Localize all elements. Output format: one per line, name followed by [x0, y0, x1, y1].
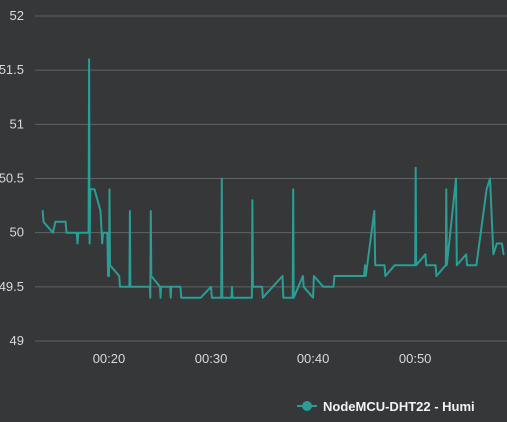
y-tick-label: 50	[10, 225, 24, 240]
y-tick-label: 51.5	[0, 62, 24, 77]
series-line[interactable]	[41, 58, 505, 299]
y-tick-label: 50.5	[0, 171, 24, 186]
grid-lines	[35, 15, 507, 342]
x-tick-label: 00:50	[399, 351, 432, 366]
y-tick-label: 51	[10, 116, 24, 131]
legend-marker-dot	[302, 401, 312, 411]
x-tick-label: 00:30	[195, 351, 228, 366]
y-tick-label: 49	[10, 333, 24, 348]
legend-label: NodeMCU-DHT22 - Humi	[323, 399, 475, 414]
legend[interactable]: NodeMCU-DHT22 - Humi	[297, 399, 475, 414]
y-axis-tick-labels: 49 49.5 50 50.5 51 51.5 52	[0, 8, 24, 348]
x-tick-label: 00:20	[93, 351, 126, 366]
y-tick-label: 52	[10, 8, 24, 23]
series-layer	[41, 58, 505, 299]
x-tick-label: 00:40	[297, 351, 330, 366]
y-tick-label: 49.5	[0, 279, 24, 294]
x-axis-tick-labels: 00:20 00:30 00:40 00:50	[93, 351, 432, 366]
